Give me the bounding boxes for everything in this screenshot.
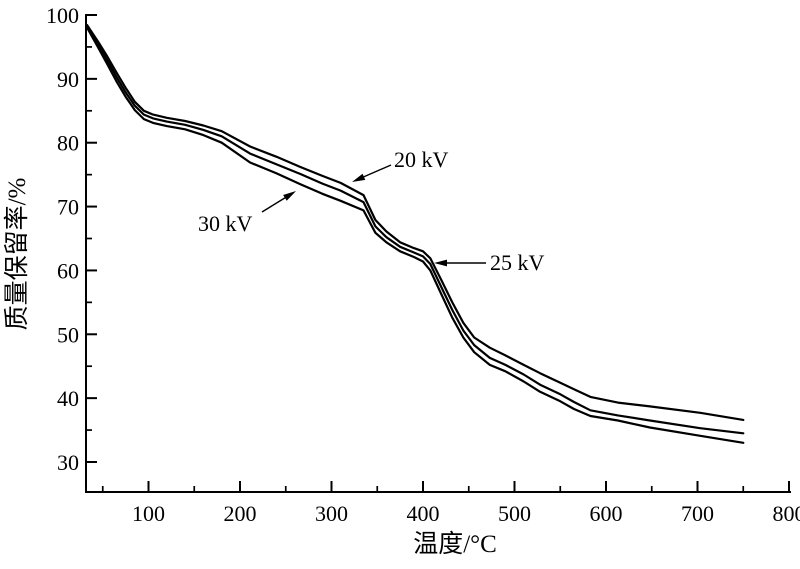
annotation-arrowhead-30kv xyxy=(283,191,296,201)
y-tick-label: 100 xyxy=(46,3,79,28)
annotation-arrowhead-25kv xyxy=(434,259,447,267)
x-tick-label: 800 xyxy=(773,501,800,526)
y-tick-label: 40 xyxy=(57,386,79,411)
annotation-label-25kv: 25 kV xyxy=(490,250,545,275)
annotation-arrow-line-30kv xyxy=(261,195,289,213)
axis-tick-labels: 100 200 300 400 500 600 700 800 30 40 50 60 70 80 90 10… xyxy=(46,3,800,526)
annotation-label-20kv: 20 kV xyxy=(394,147,449,172)
x-tick-label: 200 xyxy=(224,501,257,526)
x-tick-label: 700 xyxy=(681,501,714,526)
data-curves xyxy=(86,24,745,444)
annotation-arrow-line-20kv xyxy=(359,164,392,180)
x-tick-label: 100 xyxy=(132,501,165,526)
curve-20kv xyxy=(86,24,745,421)
curve-25kv xyxy=(86,25,745,435)
x-tick-label: 500 xyxy=(498,501,531,526)
y-axis-title: 质量保留率/% xyxy=(3,178,31,331)
y-tick-label: 30 xyxy=(57,450,79,475)
y-tick-label: 90 xyxy=(57,67,79,92)
annotation-arrowhead-20kv xyxy=(352,173,366,182)
y-tick-label: 70 xyxy=(57,195,79,220)
y-tick-label: 60 xyxy=(57,258,79,283)
y-tick-label: 50 xyxy=(57,322,79,347)
x-axis-title: 温度/°C xyxy=(413,530,497,558)
curve-30kv xyxy=(86,26,745,444)
x-tick-label: 400 xyxy=(407,501,440,526)
axis-ticks xyxy=(86,14,790,492)
x-tick-label: 300 xyxy=(315,501,348,526)
curve-annotations: 20 kV 25 kV 30 kV xyxy=(198,147,545,275)
x-tick-label: 600 xyxy=(590,501,623,526)
y-tick-label: 80 xyxy=(57,131,79,156)
annotation-label-30kv: 30 kV xyxy=(198,211,253,236)
